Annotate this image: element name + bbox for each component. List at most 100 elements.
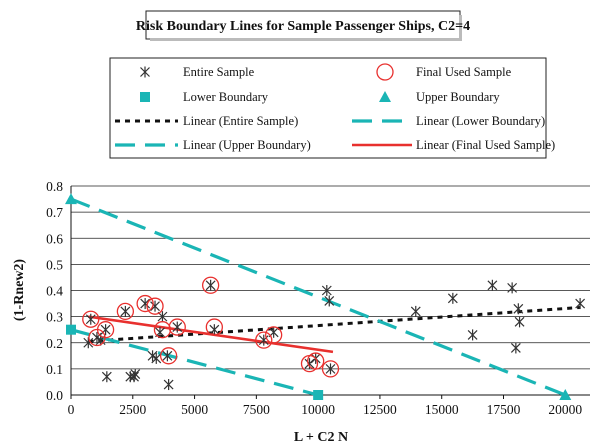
legend-label: Linear (Final Used Sample) xyxy=(416,138,555,152)
legend: Entire Sample Final Used Sample Lower Boun… xyxy=(109,57,555,159)
legend-item-entire: Entire Sample xyxy=(140,65,255,79)
point-circle xyxy=(205,318,223,336)
point-circle xyxy=(255,331,273,349)
legend-marker-triangle xyxy=(379,91,391,102)
legend-marker-circle xyxy=(376,63,394,81)
point-circle xyxy=(116,302,135,321)
point-asterisk xyxy=(151,352,162,364)
legend-label: Lower Boundary xyxy=(183,90,269,104)
point-asterisk xyxy=(513,303,524,315)
point-triangle xyxy=(559,389,572,400)
trendline-linear-upper-boundary- xyxy=(70,197,566,397)
point-asterisk xyxy=(447,292,458,304)
legend-label: Linear (Upper Boundary) xyxy=(183,138,311,152)
point-asterisk xyxy=(140,298,151,310)
point-asterisk xyxy=(507,282,518,294)
y-tick-label: 0.7 xyxy=(46,205,63,220)
point-asterisk xyxy=(157,311,168,323)
point-asterisk xyxy=(321,285,332,296)
data-points xyxy=(65,193,586,400)
point-asterisk xyxy=(85,313,96,325)
legend-item-lin_upper: Linear (Upper Boundary) xyxy=(115,138,311,152)
point-asterisk xyxy=(304,358,315,370)
point-asterisk xyxy=(258,334,269,346)
point-circle xyxy=(265,326,283,344)
point-asterisk xyxy=(205,279,216,291)
point-asterisk xyxy=(510,342,521,354)
series-final-used-sample xyxy=(82,276,340,378)
y-tick-label: 0.6 xyxy=(46,231,63,246)
x-tick-label: 5000 xyxy=(181,402,208,417)
series-upper-boundary xyxy=(65,193,572,400)
point-triangle xyxy=(65,193,77,205)
point-circle xyxy=(307,352,325,370)
legend-item-lin_final: Linear (Final Used Sample) xyxy=(352,138,555,152)
x-tick-label: 15000 xyxy=(425,402,459,417)
point-asterisk xyxy=(324,295,335,307)
series-entire-sample xyxy=(83,279,586,391)
point-circle xyxy=(321,360,340,378)
point-circle xyxy=(168,318,186,336)
legend-label: Entire Sample xyxy=(183,65,255,79)
series-lower-boundary xyxy=(66,324,324,400)
point-asterisk xyxy=(487,279,498,291)
point-square xyxy=(66,324,76,335)
point-circle xyxy=(136,294,154,313)
y-tick-label: 0.0 xyxy=(46,388,63,403)
y-tick-label: 0.5 xyxy=(46,257,63,272)
y-tick-label: 0.8 xyxy=(46,179,63,194)
point-asterisk xyxy=(101,371,112,383)
legend-item-lin_entire: Linear (Entire Sample) xyxy=(115,114,298,128)
y-tick-label: 0.4 xyxy=(46,284,63,299)
x-tick-label: 17500 xyxy=(487,402,521,417)
point-circle xyxy=(153,321,172,339)
point-asterisk xyxy=(120,305,131,317)
legend-marker-asterisk xyxy=(140,66,150,78)
point-asterisk xyxy=(83,337,94,349)
point-asterisk xyxy=(172,321,183,333)
point-square xyxy=(313,390,324,400)
legend-item-upper: Upper Boundary xyxy=(379,90,500,104)
point-asterisk xyxy=(325,363,336,375)
x-tick-label: 0 xyxy=(68,402,75,417)
point-circle xyxy=(96,321,115,339)
point-circle xyxy=(82,310,100,328)
x-axis-label: L + C2 N xyxy=(294,430,348,445)
title-box: Risk Boundary Lines for Sample Passenger… xyxy=(136,10,470,41)
x-tick-label: 10000 xyxy=(301,402,335,417)
trendline-linear-entire-sample- xyxy=(88,305,581,343)
legend-label: Linear (Lower Boundary) xyxy=(416,114,545,128)
legend-item-lin_lower: Linear (Lower Boundary) xyxy=(352,114,545,128)
point-asterisk xyxy=(163,379,174,391)
point-asterisk xyxy=(162,350,173,362)
point-asterisk xyxy=(130,368,141,380)
x-tick-label: 20000 xyxy=(548,402,582,417)
legend-marker-square xyxy=(140,92,150,102)
point-asterisk xyxy=(100,324,111,336)
gridlines: 0.0 0.1 0.2 0.3 0.4 0.5 0.6 0.7 0.8 xyxy=(46,179,590,403)
point-asterisk xyxy=(150,300,160,312)
y-tick-label: 0.2 xyxy=(46,336,63,351)
trendline-linear-lower-boundary- xyxy=(70,328,319,397)
legend-item-final: Final Used Sample xyxy=(376,63,512,81)
point-circle xyxy=(201,276,220,294)
legend-label: Final Used Sample xyxy=(416,65,512,79)
point-asterisk xyxy=(410,305,421,317)
x-tick-label: 7500 xyxy=(243,402,270,417)
point-asterisk xyxy=(209,324,220,336)
y-axis-label: (1-Rnew2) xyxy=(12,259,27,322)
point-asterisk xyxy=(514,316,525,328)
legend-label: Linear (Entire Sample) xyxy=(183,114,298,128)
chart-title: Risk Boundary Lines for Sample Passenger… xyxy=(136,19,470,34)
legend-label: Upper Boundary xyxy=(416,90,500,104)
point-asterisk xyxy=(575,298,586,310)
y-tick-label: 0.1 xyxy=(46,362,63,377)
legend-item-lower: Lower Boundary xyxy=(140,90,269,104)
y-tick-label: 0.3 xyxy=(46,310,63,325)
axes: 0 2500 5000 7500 10000 12500 15000 17500 20000 xyxy=(68,186,590,417)
point-circle xyxy=(159,347,178,365)
point-circle xyxy=(146,297,164,315)
x-tick-label: 12500 xyxy=(363,402,397,417)
point-asterisk xyxy=(467,329,478,341)
